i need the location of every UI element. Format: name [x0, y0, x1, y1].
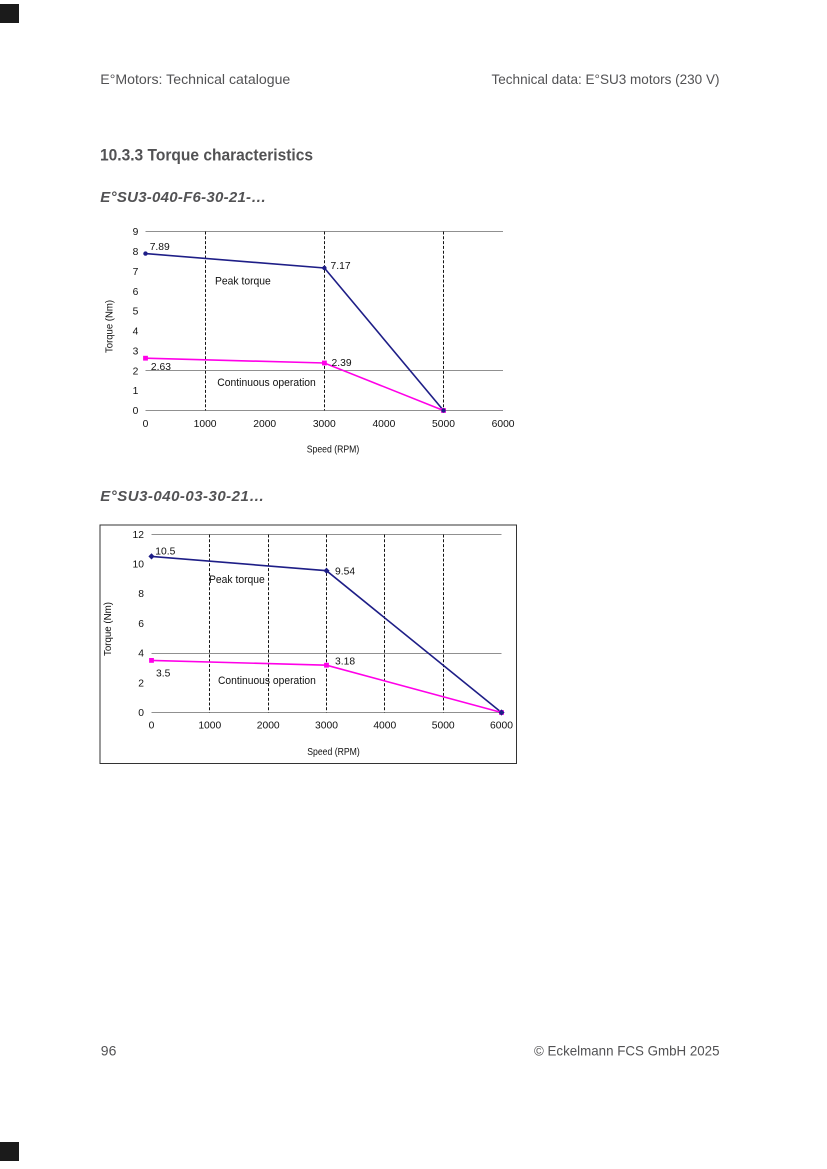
svg-text:© Eckelmann FCS GmbH 2025: © Eckelmann FCS GmbH 2025 [534, 1043, 720, 1059]
svg-text:3.5: 3.5 [156, 669, 171, 680]
svg-text:Continuous operation: Continuous operation [218, 675, 316, 687]
svg-text:Peak torque: Peak torque [215, 276, 271, 288]
svg-text:6000: 6000 [490, 720, 513, 731]
svg-text:Peak torque: Peak torque [209, 574, 265, 586]
svg-text:0: 0 [143, 419, 149, 430]
svg-text:1000: 1000 [198, 720, 221, 731]
svg-text:12: 12 [133, 530, 145, 541]
svg-text:3000: 3000 [313, 419, 336, 430]
svg-text:9.54: 9.54 [335, 567, 355, 578]
svg-text:4000: 4000 [372, 419, 395, 430]
svg-text:0: 0 [133, 406, 139, 417]
svg-text:5000: 5000 [432, 419, 455, 430]
svg-text:2.39: 2.39 [332, 358, 352, 369]
svg-text:8: 8 [138, 589, 144, 600]
svg-text:Torque (Nm): Torque (Nm) [105, 300, 116, 353]
svg-text:6000: 6000 [492, 419, 515, 430]
svg-text:2: 2 [133, 366, 139, 377]
svg-text:7.89: 7.89 [150, 242, 170, 253]
svg-text:10.3.3 Torque characteristics: 10.3.3 Torque characteristics [100, 146, 313, 165]
svg-text:10.5: 10.5 [155, 546, 175, 557]
svg-text:2.63: 2.63 [151, 362, 171, 373]
svg-text:Speed (RPM): Speed (RPM) [307, 747, 360, 758]
svg-text:2000: 2000 [253, 419, 276, 430]
svg-text:Torque (Nm): Torque (Nm) [103, 602, 114, 656]
svg-text:4: 4 [133, 327, 139, 338]
svg-text:2: 2 [138, 678, 144, 689]
svg-text:4000: 4000 [373, 720, 396, 731]
svg-text:Speed (RPM): Speed (RPM) [307, 444, 360, 455]
svg-text:E°SU3-040-F6-30-21-…: E°SU3-040-F6-30-21-… [100, 189, 266, 206]
svg-text:3000: 3000 [315, 720, 338, 731]
svg-text:4: 4 [138, 649, 144, 660]
svg-text:Continuous operation: Continuous operation [217, 377, 315, 389]
svg-text:7: 7 [133, 267, 139, 278]
svg-text:E°SU3-040-03-30-21…: E°SU3-040-03-30-21… [100, 488, 264, 505]
svg-text:2000: 2000 [257, 720, 280, 731]
svg-text:Technical data: E°SU3 motors (: Technical data: E°SU3 motors (230 V) [492, 71, 720, 87]
svg-text:9: 9 [133, 227, 139, 238]
svg-text:7.17: 7.17 [331, 261, 351, 272]
svg-text:6: 6 [133, 287, 139, 298]
svg-text:1: 1 [133, 386, 139, 397]
svg-text:1000: 1000 [194, 419, 217, 430]
svg-text:6: 6 [138, 619, 144, 630]
svg-text:E°Motors: Technical catalogue: E°Motors: Technical catalogue [100, 71, 290, 87]
svg-text:5000: 5000 [432, 720, 455, 731]
svg-text:10: 10 [133, 560, 145, 571]
svg-text:3.18: 3.18 [335, 656, 355, 667]
svg-text:5: 5 [133, 307, 139, 318]
svg-text:8: 8 [133, 247, 139, 258]
svg-text:3: 3 [133, 347, 139, 358]
svg-text:96: 96 [101, 1043, 117, 1059]
svg-text:0: 0 [138, 708, 144, 719]
svg-text:0: 0 [149, 720, 155, 731]
